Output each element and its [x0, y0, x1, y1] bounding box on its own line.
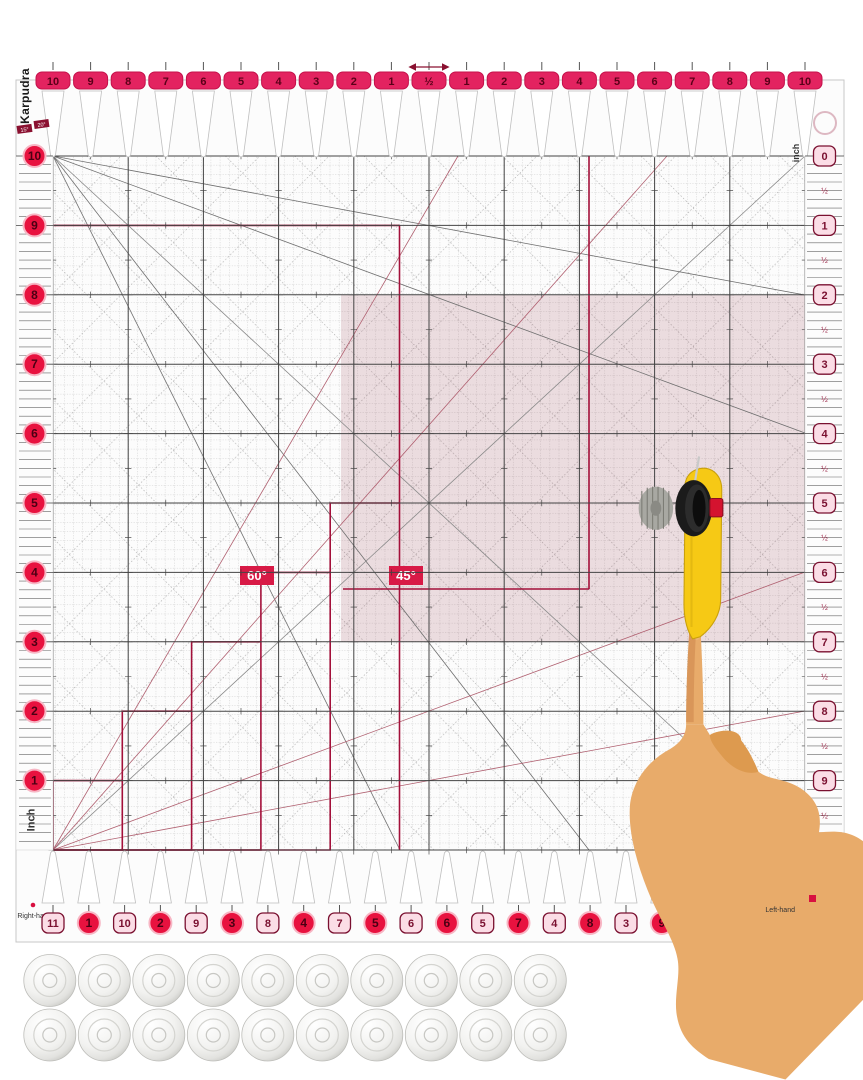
svg-text:Inch: Inch: [26, 808, 38, 831]
svg-text:10: 10: [28, 149, 42, 163]
svg-text:10: 10: [118, 918, 130, 930]
svg-text:4: 4: [821, 429, 828, 441]
svg-text:60°: 60°: [247, 568, 267, 583]
svg-text:7: 7: [163, 76, 169, 88]
svg-text:7: 7: [515, 916, 522, 930]
svg-text:3: 3: [539, 76, 545, 88]
svg-text:9: 9: [88, 76, 94, 88]
svg-text:3: 3: [229, 916, 236, 930]
svg-text:½: ½: [821, 742, 828, 751]
svg-text:½: ½: [821, 326, 828, 335]
svg-text:9: 9: [764, 76, 770, 88]
svg-text:½: ½: [424, 76, 433, 88]
svg-text:20°: 20°: [37, 122, 46, 129]
svg-text:½: ½: [821, 464, 828, 473]
svg-text:5: 5: [31, 496, 38, 510]
svg-text:2: 2: [31, 704, 38, 718]
svg-text:9: 9: [31, 218, 38, 232]
svg-text:½: ½: [821, 603, 828, 612]
svg-text:Karpudra: Karpudra: [18, 68, 32, 124]
svg-text:1: 1: [31, 774, 38, 788]
svg-text:6: 6: [408, 918, 414, 930]
svg-text:8: 8: [265, 918, 271, 930]
svg-text:½: ½: [821, 673, 828, 682]
svg-text:0: 0: [821, 151, 827, 163]
svg-text:1: 1: [821, 220, 827, 232]
svg-text:6: 6: [200, 76, 206, 88]
svg-text:4: 4: [300, 916, 307, 930]
svg-text:4: 4: [551, 918, 558, 930]
svg-text:3: 3: [623, 918, 629, 930]
svg-text:1: 1: [85, 916, 92, 930]
svg-text:7: 7: [689, 76, 695, 88]
svg-text:8: 8: [727, 76, 733, 88]
svg-text:4: 4: [31, 565, 38, 579]
svg-text:7: 7: [336, 918, 342, 930]
svg-text:2: 2: [821, 290, 827, 302]
svg-text:5: 5: [238, 76, 244, 88]
svg-text:45°: 45°: [396, 568, 416, 583]
svg-text:6: 6: [444, 916, 451, 930]
svg-text:8: 8: [125, 76, 131, 88]
svg-text:3: 3: [31, 635, 38, 649]
svg-text:6: 6: [652, 76, 658, 88]
svg-text:½: ½: [821, 395, 828, 404]
svg-text:6: 6: [821, 567, 827, 579]
svg-text:3: 3: [821, 359, 827, 371]
svg-text:9: 9: [193, 918, 199, 930]
svg-text:5: 5: [372, 916, 379, 930]
svg-text:6: 6: [31, 427, 38, 441]
svg-text:2: 2: [351, 76, 357, 88]
svg-text:4: 4: [576, 76, 583, 88]
svg-text:inch: inch: [791, 144, 801, 163]
svg-text:½: ½: [821, 187, 828, 196]
svg-text:7: 7: [821, 637, 827, 649]
svg-text:2: 2: [157, 916, 164, 930]
svg-text:½: ½: [821, 811, 828, 820]
svg-text:Left-hand: Left-hand: [765, 907, 795, 914]
svg-text:4: 4: [276, 76, 283, 88]
svg-text:10: 10: [47, 76, 59, 88]
svg-text:10: 10: [799, 76, 811, 88]
svg-text:½: ½: [821, 534, 828, 543]
svg-text:½: ½: [821, 256, 828, 265]
svg-text:11: 11: [47, 918, 59, 930]
svg-text:7: 7: [31, 357, 38, 371]
svg-text:3: 3: [313, 76, 319, 88]
svg-text:5: 5: [614, 76, 620, 88]
svg-text:2: 2: [501, 76, 507, 88]
svg-text:8: 8: [587, 916, 594, 930]
svg-text:5: 5: [480, 918, 486, 930]
svg-text:8: 8: [31, 288, 38, 302]
svg-text:9: 9: [821, 776, 827, 788]
svg-text:5: 5: [821, 498, 827, 510]
svg-text:8: 8: [821, 706, 827, 718]
svg-text:1: 1: [388, 76, 394, 88]
svg-text:15°: 15°: [20, 127, 29, 134]
svg-text:1: 1: [464, 76, 470, 88]
